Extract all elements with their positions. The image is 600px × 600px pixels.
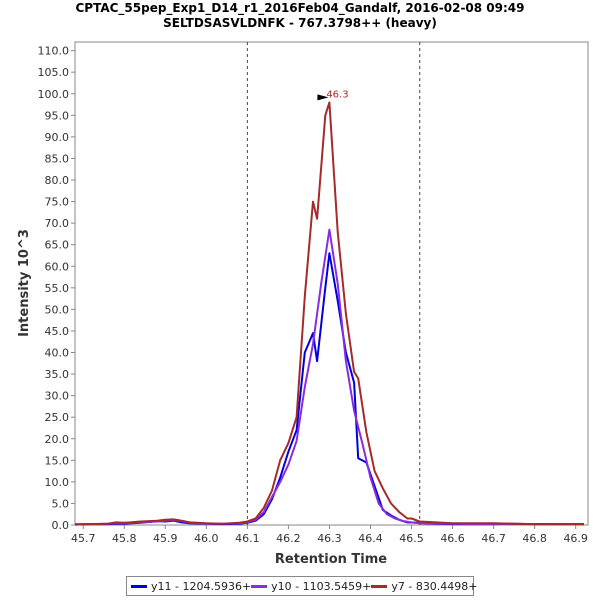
- legend-label: y11 - 1204.5936+: [151, 579, 252, 593]
- peak-label: 46.3: [326, 89, 348, 100]
- x-tick-label: 45.8: [112, 532, 137, 545]
- legend-label: y7 - 830.4498+: [391, 579, 478, 593]
- y-tick-label: 105.0: [38, 66, 70, 79]
- y-tick-label: 60.0: [45, 260, 70, 273]
- x-tick-label: 46.9: [563, 532, 588, 545]
- legend: y11 - 1204.5936+ y10 - 1103.5459+ y7 - 830…: [126, 576, 478, 596]
- x-tick-label: 46.1: [235, 532, 260, 545]
- x-axis: 45.7 45.8 45.9 46.0 46.1 46.2 46.3 46.4 46.5 46.6…: [71, 525, 588, 545]
- plot-frame: [74, 41, 589, 526]
- y-axis: 0.0 5.0 10.0 15.0 20.0 25.0 30.0 35.0 40.0 45.0 50…: [38, 45, 75, 532]
- series-line-y7: [75, 101, 584, 526]
- y-tick-label: 75.0: [45, 196, 70, 209]
- x-tick-label: 45.7: [71, 532, 96, 545]
- peak-boundaries: [246, 42, 421, 525]
- legend-swatch: [251, 584, 268, 588]
- y-tick-label: 10.0: [45, 476, 70, 489]
- y-tick-label: 15.0: [45, 454, 70, 467]
- peak-marker: 46.3: [317, 89, 349, 101]
- y-tick-label: 5.0: [52, 497, 70, 510]
- x-tick-label: 45.9: [153, 532, 178, 545]
- legend-item: y10 - 1103.5459+: [251, 580, 371, 593]
- legend-label: y10 - 1103.5459+: [271, 579, 372, 593]
- series-group: [74, 101, 584, 526]
- legend-swatch: [131, 584, 147, 588]
- y-tick-label: 55.0: [45, 282, 70, 295]
- y-tick-label: 20.0: [45, 433, 70, 446]
- x-tick-label: 46.5: [399, 532, 424, 545]
- y-axis-label: Intensity 10^3: [17, 229, 32, 337]
- x-tick-label: 46.4: [358, 532, 383, 545]
- y-tick-label: 0.0: [52, 519, 70, 532]
- legend-swatch: [371, 584, 388, 588]
- chart-subtitle: SELTDSASVLDNFK - 767.3798++ (heavy): [163, 16, 437, 30]
- peak-arrow-icon: [317, 94, 329, 101]
- y-tick-label: 30.0: [45, 390, 70, 403]
- y-tick-label: 90.0: [45, 131, 70, 144]
- y-tick-label: 100.0: [38, 88, 70, 101]
- y-tick-label: 80.0: [45, 174, 70, 187]
- y-tick-label: 65.0: [45, 239, 70, 252]
- legend-item: y7 - 830.4498+: [371, 579, 478, 593]
- x-tick-label: 46.3: [317, 532, 342, 545]
- y-tick-label: 95.0: [45, 109, 70, 122]
- plot-area: [74, 41, 589, 526]
- y-tick-label: 50.0: [45, 303, 70, 316]
- x-tick-label: 46.0: [194, 532, 219, 545]
- x-axis-label: Retention Time: [275, 552, 387, 567]
- y-tick-label: 85.0: [45, 152, 70, 165]
- y-tick-label: 40.0: [45, 347, 70, 360]
- x-tick-label: 46.8: [522, 532, 547, 545]
- y-tick-label: 25.0: [45, 411, 70, 424]
- x-tick-label: 46.7: [481, 532, 506, 545]
- x-tick-label: 46.6: [440, 532, 465, 545]
- y-tick-label: 70.0: [45, 217, 70, 230]
- chart-title: CPTAC_55pep_Exp1_D14_r1_2016Feb04_Gandal…: [75, 1, 524, 16]
- x-tick-label: 46.2: [276, 532, 301, 545]
- y-tick-label: 35.0: [45, 368, 70, 381]
- legend-item: y11 - 1204.5936+: [131, 580, 251, 593]
- y-tick-label: 110.0: [38, 45, 70, 58]
- y-tick-label: 45.0: [45, 325, 70, 338]
